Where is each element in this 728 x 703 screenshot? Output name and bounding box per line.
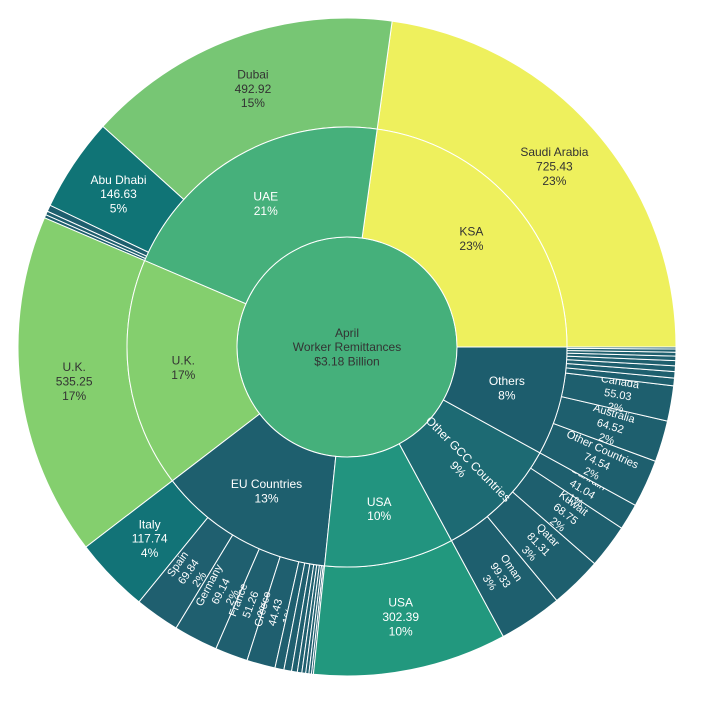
label-line: 2% (607, 401, 625, 416)
label-line: Worker Remittances (293, 340, 401, 354)
label-line: 117.74 (132, 532, 168, 546)
label-line: EU Countries (231, 477, 302, 491)
label-line: 13% (254, 491, 278, 505)
label-line: 5% (110, 202, 128, 216)
segment-label: Spain69.842% (165, 549, 213, 594)
label-line: 535.25 (56, 375, 93, 389)
label-line: 725.43 (536, 160, 573, 174)
inner-segment (361, 128, 568, 348)
segment-label: April Worker Remittances $3.18 Billion (293, 326, 401, 369)
label-line: 23% (459, 239, 483, 253)
label-line: UAE (253, 189, 278, 203)
segment-label: Abu Dhabi 146.63 5% (90, 173, 146, 216)
inner-segment (144, 126, 378, 305)
label-line: 21% (254, 204, 278, 218)
label-line: U.K. (172, 354, 195, 368)
label-line: U.K. (62, 360, 85, 374)
segment-label: Dubai 492.92 15% (235, 67, 272, 110)
label-line: 4% (141, 546, 159, 560)
label-line: Others (489, 374, 525, 388)
label-line: Saudi Arabia (520, 145, 588, 159)
label-line: 492.92 (235, 82, 272, 96)
label-line: 10% (367, 509, 391, 523)
label-line: Abu Dhabi (90, 173, 146, 187)
segment-label: EU Countries 13% (231, 477, 302, 505)
label-line: USA (388, 596, 413, 610)
label-line: 17% (171, 368, 195, 382)
segment-label: U.K. 535.25 17% (56, 360, 93, 403)
segment-label: U.K. 17% (171, 354, 195, 382)
segment-label: UAE 21% (253, 189, 278, 217)
label-line: 302.39 (382, 610, 419, 624)
label-line: 2% (597, 431, 616, 447)
label-line: 17% (62, 389, 86, 403)
inner-segment (442, 346, 568, 454)
label-line: 55.03 (603, 387, 632, 404)
label-line: 146.63 (100, 187, 137, 201)
label-line: Dubai (237, 67, 268, 81)
segment-label: Others 8% (489, 374, 525, 402)
outer-segment (566, 346, 677, 350)
label-line: $3.18 Billion (314, 355, 379, 369)
label-line: 15% (241, 96, 265, 110)
label-line: KSA (459, 225, 483, 239)
segment-label: Saudi Arabia 725.43 23% (520, 145, 588, 188)
label-line: April (335, 326, 359, 340)
segment-label: USA 10% (367, 495, 392, 523)
segment-label: Australia64.522% (584, 402, 637, 451)
label-line: 10% (389, 624, 413, 638)
label-line: USA (367, 495, 392, 509)
label-line: Italy (139, 517, 161, 531)
segment-label: USA 302.39 10% (382, 596, 419, 639)
segment-label: Italy 117.74 4% (132, 517, 168, 560)
inner-segment (126, 259, 261, 482)
label-line: 23% (542, 174, 566, 188)
segment-label: KSA 23% (459, 225, 483, 253)
label-line: 8% (498, 388, 516, 402)
